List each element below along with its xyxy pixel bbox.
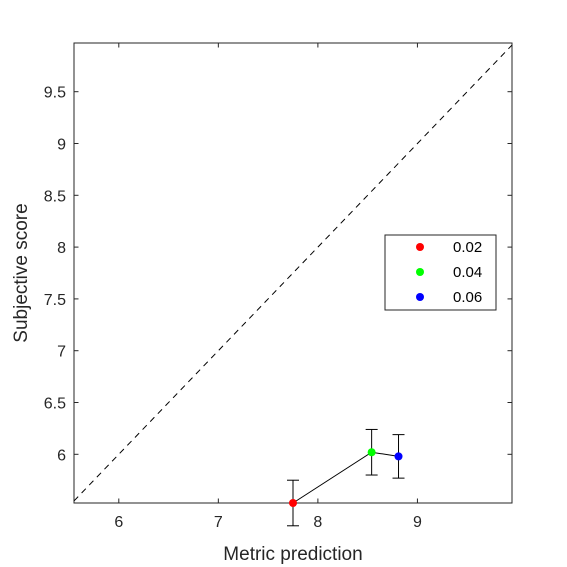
legend-marker-2 (416, 293, 424, 301)
data-point-2 (394, 452, 403, 461)
legend-marker-0 (416, 243, 424, 251)
y-tick-label: 6 (57, 447, 66, 464)
legend: 0.02 0.04 0.06 (384, 234, 497, 311)
y-axis-label: Subjective score (11, 203, 32, 342)
y-tick-label: 8 (57, 240, 66, 257)
y-tick-label: 9 (57, 136, 66, 153)
legend-label-1: 0.04 (453, 264, 482, 281)
y-tick-label: 7 (57, 344, 66, 361)
x-tick-label: 8 (313, 514, 322, 531)
y-tick-label: 9.5 (44, 85, 66, 102)
y-tick-label: 7.5 (44, 292, 66, 309)
y-tick-label: 6.5 (44, 396, 66, 413)
data-point-1 (367, 448, 376, 457)
legend-label-0: 0.02 (453, 239, 482, 256)
legend-label-2: 0.06 (453, 289, 482, 306)
y-tick-label: 8.5 (44, 188, 66, 205)
x-axis-label: Metric prediction (223, 544, 362, 565)
legend-box (384, 234, 497, 311)
legend-marker-1 (416, 268, 424, 276)
x-tick-label: 6 (114, 514, 123, 531)
x-tick-label: 7 (214, 514, 223, 531)
x-tick-label: 9 (413, 514, 422, 531)
data-point-0 (289, 499, 297, 507)
